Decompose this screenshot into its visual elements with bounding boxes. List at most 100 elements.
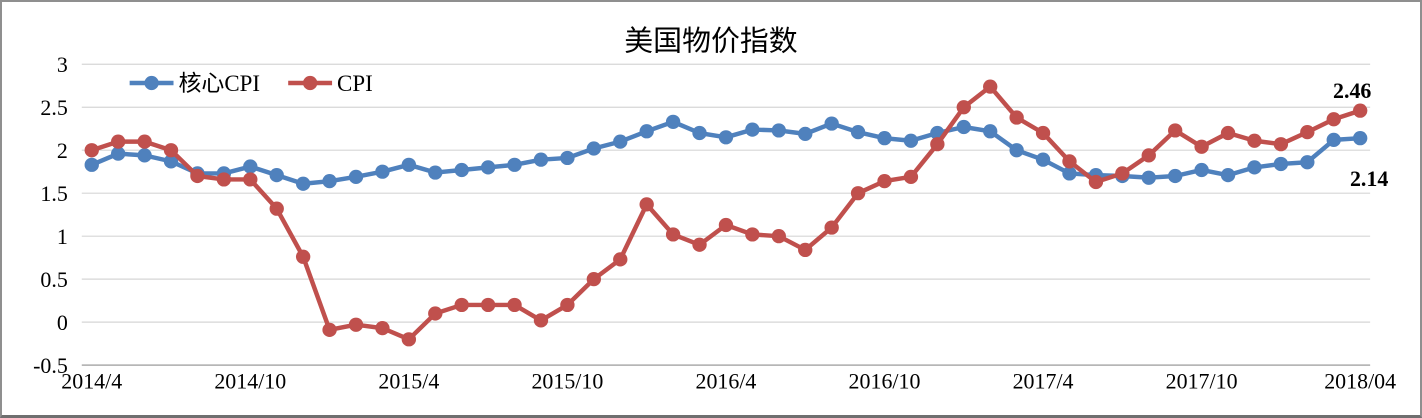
data-point-core-cpi (137, 148, 152, 163)
data-point-cpi (137, 134, 152, 149)
data-point-cpi (692, 237, 707, 252)
data-point-cpi (348, 317, 364, 332)
data-point-core-cpi (983, 124, 998, 139)
data-point-cpi (1141, 148, 1156, 163)
data-point-core-cpi (877, 131, 892, 146)
data-point-core-cpi (269, 168, 284, 183)
data-point-cpi (216, 172, 232, 187)
data-point-cpi (533, 313, 549, 328)
data-point-core-cpi (586, 141, 602, 156)
data-point-core-cpi (665, 114, 681, 129)
data-point-core-cpi (850, 125, 866, 140)
data-point-core-cpi (1194, 162, 1209, 178)
legend-label-cpi: CPI (337, 71, 373, 96)
y-tick-label: -0.5 (33, 354, 68, 378)
data-point-core-cpi (507, 157, 522, 172)
data-point-core-cpi (1062, 166, 1077, 181)
data-point-core-cpi (480, 160, 496, 175)
data-point-cpi (1168, 123, 1183, 138)
y-tick-label: 2 (57, 139, 68, 163)
data-point-core-cpi (798, 126, 813, 141)
x-tick-label: 2017/4 (1013, 369, 1074, 393)
data-point-core-cpi (1300, 155, 1315, 170)
data-point-core-cpi (613, 134, 628, 149)
x-axis-tick-labels: 2014/4 2014/10 2015/4 2015/10 2016/4 2016/10 2… (61, 369, 1396, 393)
end-label-cpi: 2.46 (1333, 79, 1371, 103)
data-point-cpi (903, 169, 919, 184)
data-point-core-cpi (295, 176, 311, 191)
data-point-cpi (110, 134, 126, 149)
data-point-core-cpi (903, 133, 919, 148)
data-point-cpi (613, 252, 628, 267)
data-point-core-cpi (1220, 168, 1236, 183)
data-point-core-cpi (1141, 170, 1156, 185)
data-point-cpi (850, 186, 866, 201)
data-point-core-cpi (639, 124, 654, 139)
data-point-cpi (1062, 154, 1077, 169)
data-point-core-cpi (401, 157, 417, 172)
legend: 核心CPI CPI (129, 71, 373, 96)
x-tick-label: 2016/10 (849, 369, 921, 393)
gridlines (81, 63, 1371, 366)
data-point-cpi (1220, 125, 1236, 141)
data-point-core-cpi (348, 169, 364, 184)
data-point-cpi (665, 227, 681, 242)
y-tick-label: 3 (57, 53, 68, 77)
data-point-cpi (295, 249, 311, 264)
legend-label-core-cpi: 核心CPI (179, 71, 261, 96)
data-point-core-cpi (428, 165, 443, 180)
y-axis-tick-labels: 3 2.5 2 1.5 1 0.5 0 -0.5 (33, 53, 68, 378)
data-point-cpi (718, 217, 734, 233)
y-tick-label: 1.5 (40, 182, 67, 206)
data-point-cpi (824, 220, 839, 235)
data-point-cpi (586, 272, 602, 287)
x-tick-label: 2016/4 (695, 369, 756, 393)
x-tick-label: 2014/4 (61, 369, 122, 393)
data-point-core-cpi (771, 123, 786, 138)
data-point-core-cpi (692, 125, 707, 141)
y-tick-label: 0 (57, 311, 68, 335)
x-tick-label: 2015/10 (531, 369, 603, 393)
data-point-cpi (1035, 125, 1051, 141)
data-point-cpi (1088, 174, 1104, 190)
legend-marker-cpi (302, 75, 318, 91)
data-point-cpi (1194, 139, 1209, 154)
data-point-core-cpi (1009, 143, 1024, 158)
data-point-cpi (243, 172, 258, 187)
data-point-cpi (771, 229, 786, 244)
series-plot (84, 79, 1368, 347)
data-point-cpi (507, 297, 522, 313)
data-point-cpi (1115, 166, 1130, 181)
data-point-core-cpi (454, 162, 469, 178)
data-point-cpi (1326, 112, 1341, 127)
data-point-core-cpi (1247, 160, 1262, 175)
data-point-cpi (84, 143, 99, 158)
data-point-cpi (1352, 103, 1368, 118)
data-point-core-cpi (322, 174, 337, 189)
data-point-cpi (163, 143, 179, 158)
data-point-cpi (1273, 137, 1289, 152)
legend-marker-core-cpi (144, 75, 159, 91)
x-tick-label: 2015/4 (378, 369, 439, 393)
data-point-cpi (428, 306, 443, 321)
data-point-core-cpi (163, 154, 179, 169)
data-point-core-cpi (1168, 168, 1183, 184)
data-point-core-cpi (110, 146, 126, 161)
data-point-cpi (375, 321, 390, 336)
data-point-cpi (1009, 110, 1024, 125)
data-point-core-cpi (1352, 131, 1368, 146)
y-tick-label: 2.5 (40, 96, 67, 120)
data-point-cpi (190, 168, 205, 184)
data-point-core-cpi (718, 130, 734, 145)
x-tick-label: 2017/10 (1166, 369, 1238, 393)
data-point-cpi (560, 297, 575, 313)
y-tick-label: 0.5 (40, 268, 67, 292)
data-point-cpi (1247, 133, 1262, 148)
data-point-core-cpi (1273, 156, 1289, 172)
data-point-core-cpi (956, 119, 971, 135)
x-tick-label: 2018/04 (1324, 369, 1396, 393)
y-tick-label: 1 (57, 225, 68, 249)
data-point-cpi (322, 322, 337, 337)
